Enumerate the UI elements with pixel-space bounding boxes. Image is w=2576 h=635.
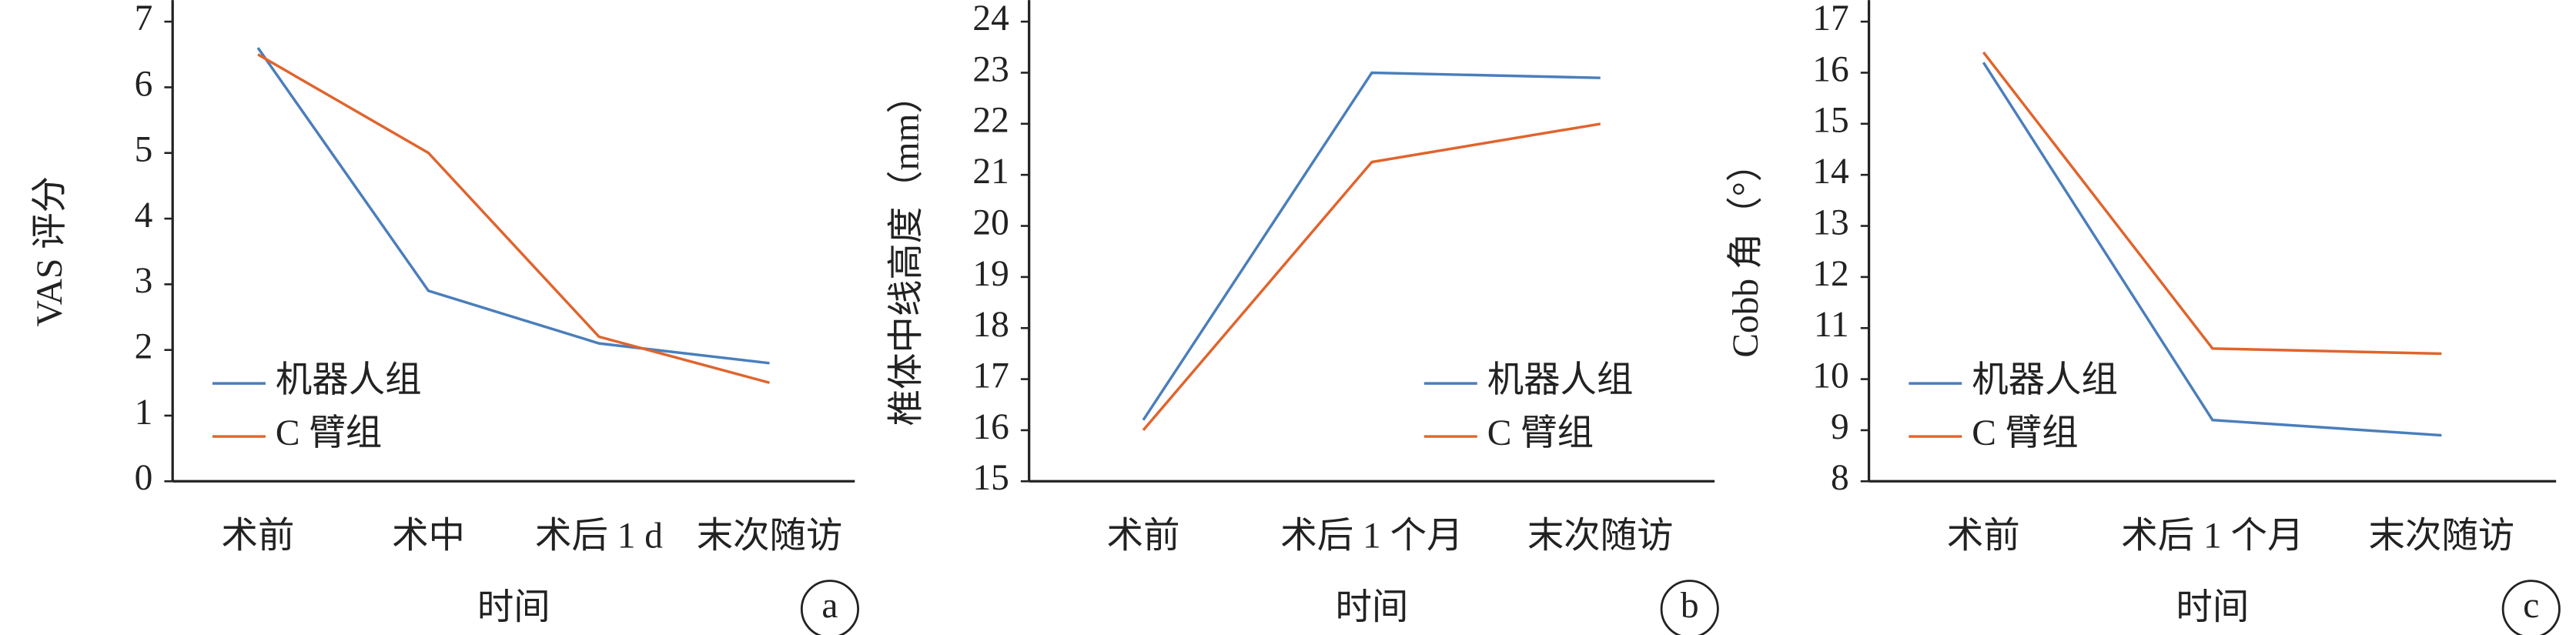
y-tick-label: 0 [135,458,153,498]
y-axis-label: Cobb 角（°） [1726,145,1766,358]
y-axis-label: 椎体中线高度（mm） [886,77,926,426]
x-tick-label: 术前 [222,516,295,556]
x-tick-label: 术前 [1947,516,2020,556]
panel-label: c [2523,586,2539,626]
y-tick-label: 1 [135,393,153,433]
y-tick-label: 7 [135,0,153,38]
legend-label: C 臂组 [276,413,382,453]
y-tick-label: 3 [135,261,153,301]
y-tick-label: 2 [135,327,153,367]
y-tick-label: 24 [972,0,1009,38]
y-tick-label: 10 [1812,356,1848,396]
y-tick-label: 19 [972,254,1009,294]
x-tick-label: 末次随访 [2369,516,2515,556]
y-tick-label: 9 [1831,407,1849,447]
series-line [1142,122,1601,432]
y-tick-label: 17 [1812,0,1848,38]
legend-label: 机器人组 [276,360,422,400]
y-tick-label: 4 [135,196,153,236]
panel-label: b [1681,586,1699,626]
y-tick-label: 21 [972,152,1009,192]
x-tick-label: 末次随访 [1527,516,1674,556]
y-tick-label: 5 [135,130,153,170]
series-line [1142,71,1601,421]
series-line [257,53,770,384]
y-tick-label: 16 [972,407,1009,447]
x-tick-label: 术后 1 个月 [1280,516,1463,556]
y-tick-label: 18 [972,305,1009,345]
y-tick-label: 12 [1812,254,1848,294]
y-tick-label: 17 [972,356,1009,396]
x-axis-label: 时间 [477,587,550,627]
x-axis-label: 时间 [1335,587,1408,627]
y-tick-label: 8 [1831,458,1849,498]
legend-label: 机器人组 [1972,360,2118,400]
legend-label: C 臂组 [1487,413,1594,453]
x-tick-label: 术中 [392,516,465,556]
y-tick-label: 6 [135,64,153,104]
panel-circle [800,580,860,635]
x-tick-label: 末次随访 [697,516,843,556]
y-tick-label: 11 [1814,305,1849,345]
series-line [256,47,770,365]
y-tick-label: 20 [972,202,1009,242]
series-line [1982,51,2442,356]
x-tick-label: 术后 1 d [535,516,663,556]
legend-label: 机器人组 [1487,360,1634,400]
y-tick-label: 15 [1812,101,1848,141]
y-axis-label: VAS 评分 [30,176,70,326]
legend-label: C 臂组 [1972,413,2078,453]
y-tick-label: 16 [1812,49,1848,89]
panel-circle [2501,580,2561,635]
panel-label: a [821,586,838,626]
x-tick-label: 术后 1 个月 [2121,516,2303,556]
y-tick-label: 13 [1812,202,1848,242]
y-tick-label: 22 [972,101,1009,141]
series-line [1982,62,2442,437]
x-axis-label: 时间 [2176,587,2249,627]
x-tick-label: 术前 [1107,516,1180,556]
panel-circle [1660,580,1719,635]
y-tick-label: 14 [1812,152,1848,192]
y-tick-label: 15 [972,458,1009,498]
y-tick-label: 23 [972,49,1009,89]
